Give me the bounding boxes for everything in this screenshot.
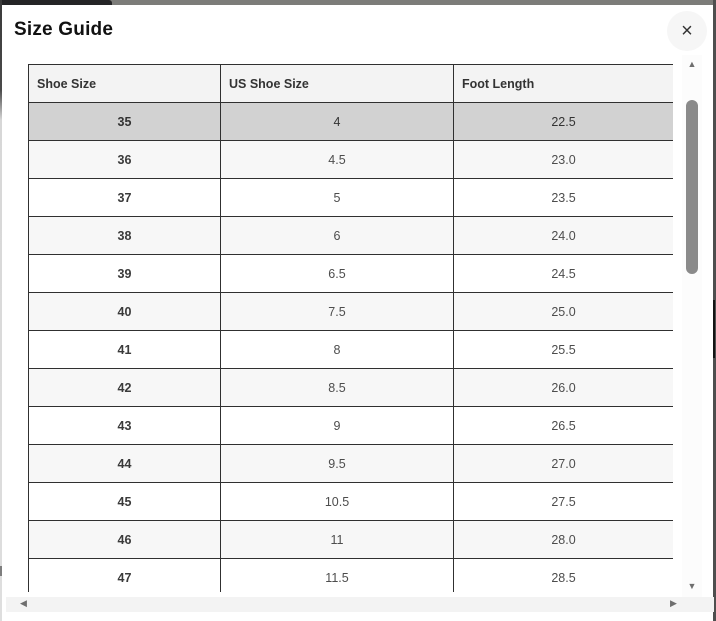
table-row[interactable]: 42 8.5 26.0 <box>28 368 673 407</box>
column-header-us-shoe-size: US Shoe Size <box>220 64 454 103</box>
scroll-right-icon[interactable]: ▶ <box>670 598 677 608</box>
table-row[interactable]: 45 10.5 27.5 <box>28 482 673 521</box>
cell-us-size: 9.5 <box>220 444 454 483</box>
cell-foot-length: 22.5 <box>453 102 673 141</box>
vertical-scrollbar-thumb[interactable] <box>686 100 698 274</box>
table-row[interactable]: 37 5 23.5 <box>28 178 673 217</box>
size-table: Shoe Size US Shoe Size Foot Length 35 4 … <box>28 64 673 592</box>
cell-us-size: 11.5 <box>220 558 454 592</box>
cell-foot-length: 26.5 <box>453 406 673 445</box>
cell-foot-length: 28.0 <box>453 520 673 559</box>
cell-us-size: 6 <box>220 216 454 255</box>
size-table-scroll-area[interactable]: Shoe Size US Shoe Size Foot Length 35 4 … <box>28 64 673 592</box>
cell-us-size: 7.5 <box>220 292 454 331</box>
cell-us-size: 11 <box>220 520 454 559</box>
cell-foot-length: 26.0 <box>453 368 673 407</box>
backdrop-left-edge <box>0 0 2 621</box>
table-row[interactable]: 46 11 28.0 <box>28 520 673 559</box>
cell-shoe-size: 39 <box>28 254 221 293</box>
cell-us-size: 6.5 <box>220 254 454 293</box>
table-row[interactable]: 41 8 25.5 <box>28 330 673 369</box>
cell-shoe-size: 36 <box>28 140 221 179</box>
cell-foot-length: 25.5 <box>453 330 673 369</box>
cell-foot-length: 28.5 <box>453 558 673 592</box>
cell-shoe-size: 37 <box>28 178 221 217</box>
cell-shoe-size: 47 <box>28 558 221 592</box>
cell-shoe-size: 40 <box>28 292 221 331</box>
horizontal-scrollbar[interactable]: ◀ ▶ <box>6 597 714 612</box>
cell-foot-length: 23.5 <box>453 178 673 217</box>
cell-shoe-size: 44 <box>28 444 221 483</box>
cell-us-size: 8.5 <box>220 368 454 407</box>
dialog-title: Size Guide <box>14 19 114 40</box>
column-header-foot-length: Foot Length <box>453 64 673 103</box>
table-row[interactable]: 36 4.5 23.0 <box>28 140 673 179</box>
vertical-scrollbar[interactable]: ▲ ▼ <box>682 55 702 597</box>
cell-shoe-size: 41 <box>28 330 221 369</box>
cell-us-size: 9 <box>220 406 454 445</box>
cell-shoe-size: 45 <box>28 482 221 521</box>
table-row-selected[interactable]: 35 4 22.5 <box>28 102 673 141</box>
cell-us-size: 5 <box>220 178 454 217</box>
table-row[interactable]: 40 7.5 25.0 <box>28 292 673 331</box>
cell-shoe-size: 43 <box>28 406 221 445</box>
table-row[interactable]: 43 9 26.5 <box>28 406 673 445</box>
table-row[interactable]: 39 6.5 24.5 <box>28 254 673 293</box>
cell-foot-length: 24.5 <box>453 254 673 293</box>
scroll-down-icon[interactable]: ▼ <box>687 581 697 591</box>
cell-us-size: 4.5 <box>220 140 454 179</box>
cell-foot-length: 27.5 <box>453 482 673 521</box>
table-row[interactable]: 44 9.5 27.0 <box>28 444 673 483</box>
backdrop-top-edge <box>0 0 716 5</box>
close-button[interactable]: × <box>667 11 707 51</box>
cell-us-size: 10.5 <box>220 482 454 521</box>
cell-foot-length: 23.0 <box>453 140 673 179</box>
cell-shoe-size: 42 <box>28 368 221 407</box>
scroll-left-icon[interactable]: ◀ <box>20 598 27 608</box>
cell-us-size: 8 <box>220 330 454 369</box>
cell-shoe-size: 38 <box>28 216 221 255</box>
close-icon: × <box>681 20 693 42</box>
backdrop-top-dark-edge <box>0 0 112 5</box>
cell-foot-length: 25.0 <box>453 292 673 331</box>
size-guide-dialog: Size Guide × Shoe Size US Shoe Size Foot… <box>2 5 714 621</box>
cell-foot-length: 27.0 <box>453 444 673 483</box>
cell-shoe-size: 46 <box>28 520 221 559</box>
cell-foot-length: 24.0 <box>453 216 673 255</box>
column-header-shoe-size: Shoe Size <box>28 64 221 103</box>
table-row[interactable]: 47 11.5 28.5 <box>28 558 673 592</box>
backdrop-page-scrollbar-thumb <box>713 300 715 358</box>
cell-shoe-size: 35 <box>28 102 221 141</box>
table-row[interactable]: 38 6 24.0 <box>28 216 673 255</box>
table-header-row: Shoe Size US Shoe Size Foot Length <box>28 64 673 103</box>
scroll-up-icon[interactable]: ▲ <box>687 59 697 69</box>
cell-us-size: 4 <box>220 102 454 141</box>
